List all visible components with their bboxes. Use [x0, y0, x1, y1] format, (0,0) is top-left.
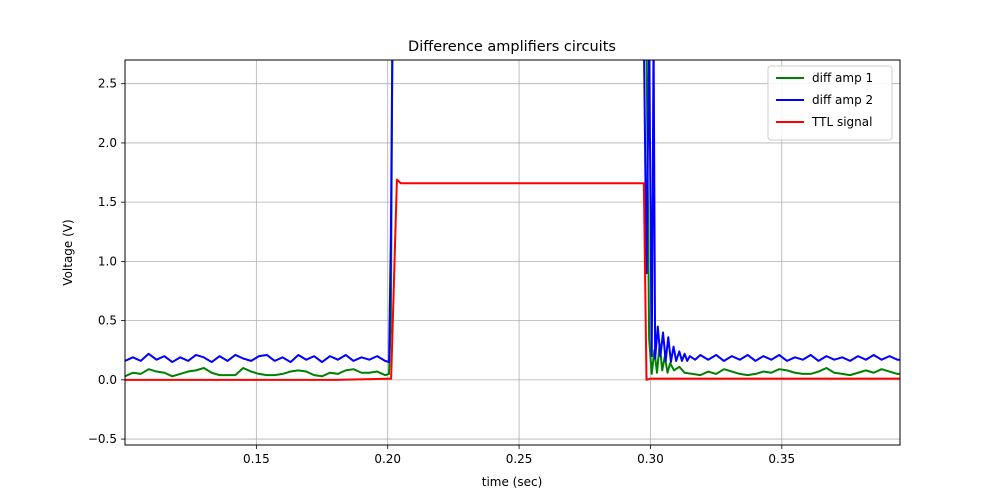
grid-lines	[125, 60, 900, 445]
y-tick-label: 2.0	[98, 136, 117, 150]
plot-frame	[124, 59, 901, 446]
series-line-diff-amp-1	[125, 60, 900, 378]
x-tick-label: 0.30	[637, 452, 664, 466]
y-tick-label: −0.5	[88, 432, 117, 446]
legend: diff amp 1 diff amp 2 TTL signal	[767, 65, 893, 141]
legend-label: diff amp 2	[812, 93, 873, 107]
axis-ticks: 0.15 0.20 0.25 0.30 0.35 −0.5 0.0 0.5 1.0 1.5 2.0 2…	[88, 77, 795, 466]
x-tick-label: 0.25	[506, 452, 533, 466]
x-tick-label: 0.20	[374, 452, 401, 466]
y-axis-title: Voltage (V)	[61, 219, 75, 285]
y-tick-label: 0.5	[98, 314, 117, 328]
x-axis-title: time (sec)	[482, 475, 543, 489]
y-tick-label: 2.5	[98, 77, 117, 91]
x-tick-label: 0.15	[243, 452, 270, 466]
y-tick-label: 1.0	[98, 254, 117, 268]
chart-title: Difference amplifiers circuits	[408, 39, 616, 55]
series-line-diff-amp-2	[125, 60, 900, 364]
series-line-ttl-signal	[125, 178, 900, 381]
legend-label: TTL signal	[811, 115, 872, 129]
legend-label: diff amp 1	[812, 71, 873, 85]
x-tick-label: 0.35	[768, 452, 795, 466]
series-lines	[125, 60, 900, 381]
y-tick-label: 1.5	[98, 195, 117, 209]
y-tick-label: 0.0	[98, 373, 117, 387]
